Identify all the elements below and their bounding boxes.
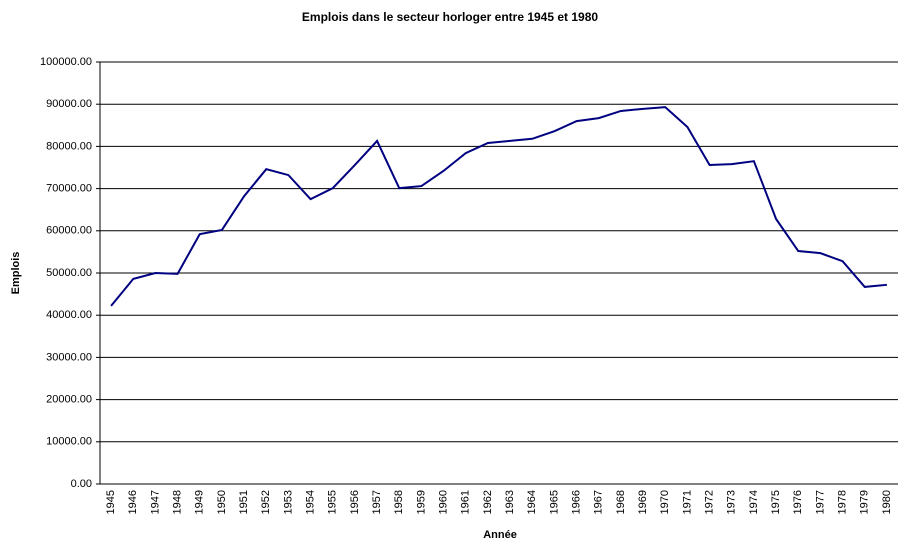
y-tick-label: 90000.00 (46, 98, 92, 110)
x-tick-label: 1978 (836, 490, 848, 514)
x-tick-label: 1956 (349, 490, 361, 514)
x-tick-label: 1954 (304, 490, 316, 514)
x-tick-label: 1964 (526, 490, 538, 514)
x-tick-label: 1972 (703, 490, 715, 514)
x-tick-label: 1971 (681, 490, 693, 514)
x-tick-label: 1974 (748, 490, 760, 514)
data-line (110, 106, 888, 307)
x-tick-label: 1966 (570, 490, 582, 514)
y-tick-label: 80000.00 (46, 140, 92, 152)
y-tick-label: 60000.00 (46, 225, 92, 237)
x-tick-label: 1961 (460, 490, 472, 514)
x-tick-label: 1969 (637, 490, 649, 514)
x-tick-label: 1967 (593, 490, 605, 514)
y-axis-label: Emplois (10, 252, 22, 295)
x-tick-label: 1948 (171, 490, 183, 514)
y-tick-label: 30000.00 (46, 351, 92, 363)
y-tick-label: 40000.00 (46, 309, 92, 321)
x-tick-label: 1959 (415, 490, 427, 514)
y-tick-label: 20000.00 (46, 394, 92, 406)
x-tick-label: 1955 (327, 490, 339, 514)
x-tick-label: 1957 (371, 490, 383, 514)
x-tick-label: 1945 (105, 490, 117, 514)
x-tick-label: 1979 (859, 490, 871, 514)
x-axis-label: Année (483, 529, 517, 541)
x-tick-label: 1973 (726, 490, 738, 514)
x-tick-label: 1958 (393, 490, 405, 514)
x-tick-label: 1975 (770, 490, 782, 514)
y-tick-label: 0.00 (71, 478, 92, 490)
x-tick-label: 1970 (659, 490, 671, 514)
x-tick-label: 1951 (238, 490, 250, 514)
x-tick-label: 1963 (504, 490, 516, 514)
x-tick-label: 1946 (127, 490, 139, 514)
x-tick-label: 1952 (260, 490, 272, 514)
x-tick-label: 1953 (282, 490, 294, 514)
y-tick-label: 100000.00 (40, 56, 92, 68)
y-tick-label: 50000.00 (46, 267, 92, 279)
x-tick-label: 1960 (437, 490, 449, 514)
x-tick-label: 1962 (482, 490, 494, 514)
chart-title: Emplois dans le secteur horloger entre 1… (302, 10, 598, 24)
x-tick-label: 1965 (548, 490, 560, 514)
y-tick-label: 10000.00 (46, 436, 92, 448)
x-tick-label: 1950 (216, 490, 228, 514)
x-tick-label: 1947 (149, 490, 161, 514)
y-tick-label: 70000.00 (46, 183, 92, 195)
x-tick-label: 1977 (814, 490, 826, 514)
x-tick-label: 1980 (881, 490, 893, 514)
x-tick-label: 1976 (792, 490, 804, 514)
x-tick-label: 1949 (194, 490, 206, 514)
x-tick-label: 1968 (615, 490, 627, 514)
